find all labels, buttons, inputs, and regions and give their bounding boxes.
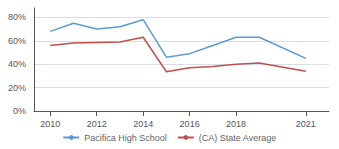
svg-text:2014: 2014 (133, 119, 153, 129)
svg-text:60%: 60% (8, 36, 26, 46)
svg-text:80%: 80% (8, 12, 26, 22)
svg-text:40%: 40% (8, 59, 26, 69)
svg-text:0%: 0% (13, 106, 26, 116)
svg-text:2012: 2012 (87, 119, 107, 129)
svg-text:2018: 2018 (226, 119, 246, 129)
svg-text:(CA) State Average: (CA) State Average (199, 133, 276, 143)
svg-text:2010: 2010 (40, 119, 60, 129)
svg-text:2021: 2021 (296, 119, 316, 129)
svg-text:2016: 2016 (180, 119, 200, 129)
svg-text:Pacifica High School: Pacifica High School (84, 133, 167, 143)
svg-text:20%: 20% (8, 83, 26, 93)
